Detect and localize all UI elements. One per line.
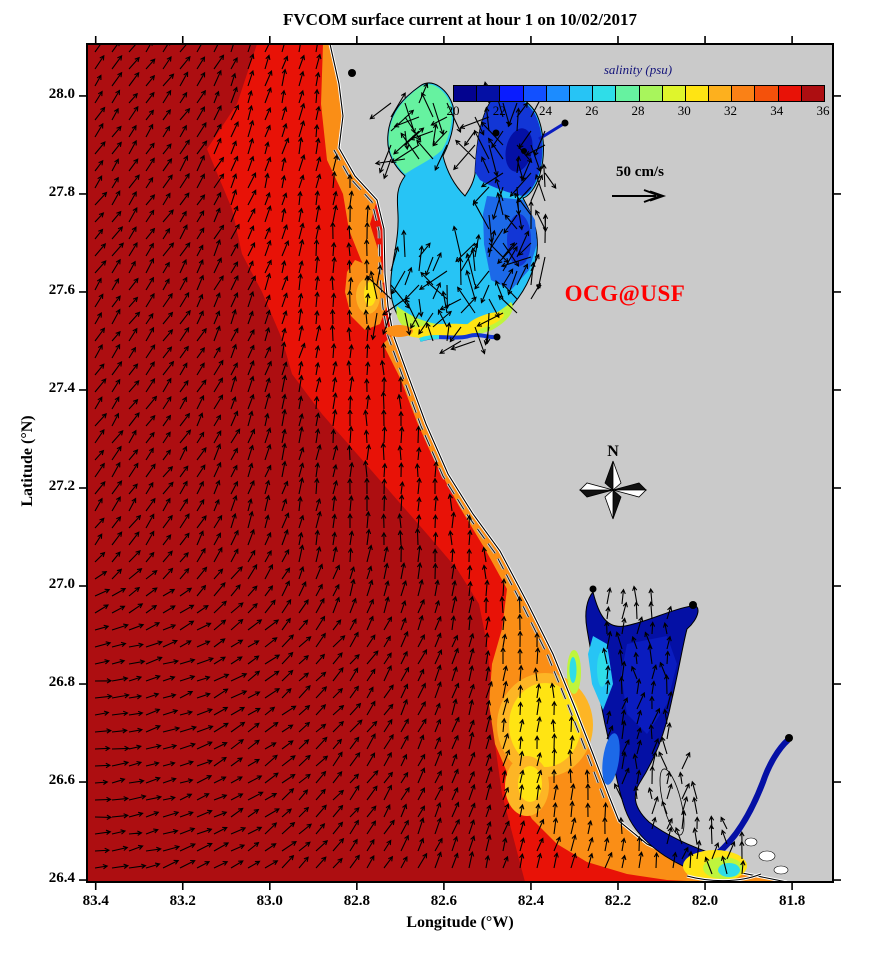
colorbar-segment: [638, 86, 662, 101]
high-salinity-water: [87, 44, 525, 882]
vector-arrows: [94, 44, 694, 870]
inlet-streak-cyan: [569, 657, 577, 683]
x-tick-label: 81.8: [778, 893, 806, 909]
lower-bay-yellow-2: [466, 312, 504, 330]
y-tick-label: 27.8: [48, 183, 75, 200]
sanibel-outline: [686, 873, 762, 882]
current-vectors: [94, 44, 746, 875]
vector-arrows: [366, 81, 557, 355]
scale-arrow-label: 50 cm/s: [616, 164, 664, 180]
x-tick-label: 83.0: [256, 893, 283, 909]
x-tick-label: 82.8: [343, 893, 370, 909]
compass-icon: [579, 460, 647, 520]
y-tick-label: 26.8: [48, 674, 75, 691]
colorbar-segment: [731, 86, 755, 101]
colorbar-tick-label: 36: [816, 103, 830, 118]
vector-arrows: [601, 585, 746, 875]
colorbar-segment: [661, 86, 685, 101]
harbor-lightblue-patch: [602, 733, 620, 785]
harbor-mouth-plume-cyan: [718, 863, 740, 877]
colorbar-segment: [615, 86, 639, 101]
y-tick-label: 27.0: [48, 576, 75, 592]
colorbar-title: salinity (psu): [603, 62, 673, 77]
scale-arrow-icon: [612, 189, 667, 203]
colorbar-segment: [545, 86, 569, 101]
colorbar-segment: [476, 86, 500, 101]
peace-river-dot: [689, 601, 697, 609]
barrier-islands-outline: [333, 149, 605, 799]
nearshore-band-south: [383, 334, 787, 882]
colorbar-segment: [800, 86, 824, 101]
myakka-river-dot: [589, 585, 597, 593]
river-dot: [561, 119, 569, 127]
mouth-lagoon-orange: [385, 325, 413, 337]
river-dot: [785, 734, 793, 742]
colorbar-segment: [568, 86, 593, 101]
x-tick-label: 82.2: [604, 893, 632, 909]
y-tick-label: 27.2: [48, 477, 75, 494]
colorbar-segment: [454, 86, 477, 101]
y-tick-label: 27.6: [48, 281, 75, 298]
plot-border: [86, 43, 834, 883]
map-area: [87, 44, 833, 882]
plot-title: FVCOM surface current at hour 1 on 10/02…: [283, 10, 637, 29]
colorbar-segment: [708, 86, 732, 101]
colorbar-segment: [684, 86, 709, 101]
river-dot: [493, 333, 501, 341]
y-tick-label: 26.4: [48, 870, 75, 887]
x-tick-label: 82.4: [517, 893, 545, 909]
caloosahatchee-river: [715, 737, 791, 857]
axis-ticks: [79, 36, 841, 890]
harbor-blue-patch: [621, 636, 677, 734]
anclote-dot: [348, 69, 356, 77]
colorbar-segment: [592, 86, 616, 101]
islet: [773, 865, 789, 875]
islet: [758, 850, 776, 862]
x-axis-label: Longitude (°W): [406, 914, 514, 931]
plume-yellow: [509, 683, 581, 767]
river-dot: [492, 129, 500, 137]
colorbar-segment: [522, 86, 546, 101]
colorbar-tick-label: 22: [492, 103, 506, 118]
manatee-river-mouth: [419, 335, 440, 342]
x-tick-label: 82.0: [691, 893, 719, 909]
y-axis-label: Latitude (°N): [19, 415, 36, 507]
islet: [744, 837, 758, 847]
x-tick-label: 83.2: [169, 893, 196, 909]
colorbar-tick-label: 32: [724, 103, 737, 118]
colorbar: [453, 85, 825, 102]
y-tick-label: 28.0: [48, 85, 75, 102]
x-tick-label: 83.4: [82, 893, 109, 909]
colorbar-tick-label: 24: [539, 103, 552, 118]
harbor-cyan-core: [597, 651, 607, 687]
colorbar-tick-label: 28: [631, 103, 645, 118]
colorbar-segment: [777, 86, 801, 101]
river-dot: [521, 148, 527, 154]
credit-watermark: OCG@USF: [564, 281, 686, 306]
x-tick-label: 82.6: [430, 893, 458, 909]
compass-north-label: N: [607, 443, 619, 460]
colorbar-segment: [499, 86, 523, 101]
y-tick-label: 26.6: [48, 772, 75, 789]
y-tick-label: 27.4: [48, 379, 75, 396]
colorbar-segment: [754, 86, 778, 101]
plume-yellow-2: [518, 766, 542, 802]
colorbar-tick-label: 26: [585, 103, 599, 118]
colorbar-tick-label: 20: [446, 103, 460, 118]
colorbar-tick-label: 30: [677, 103, 691, 118]
colorbar-tick-label: 34: [770, 103, 784, 118]
